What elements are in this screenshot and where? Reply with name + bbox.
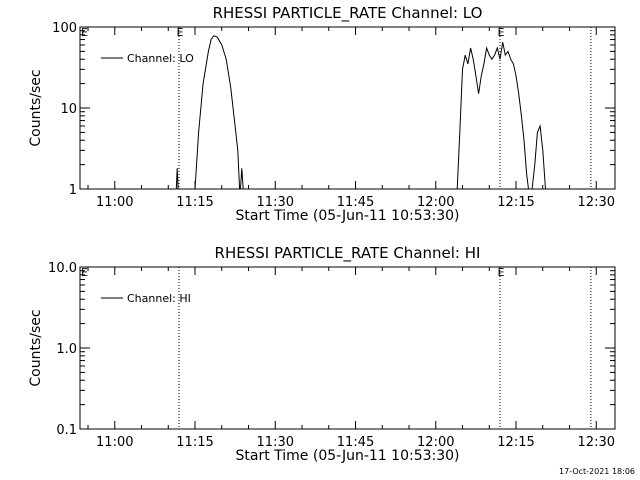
x-tick-label: 12:00 xyxy=(417,435,454,450)
x-tick-label: 11:15 xyxy=(176,195,213,210)
x-tick-label: 11:15 xyxy=(176,435,213,450)
y-tick-label: 10.0 xyxy=(48,261,77,276)
x-tick-label: 11:30 xyxy=(257,435,294,450)
series-line xyxy=(532,126,545,189)
x-tick-label: 12:30 xyxy=(578,435,615,450)
chart-title: RHESSI PARTICLE_RATE Channel: HI xyxy=(215,244,481,263)
panel-hi: RHESSI PARTICLE_RATE Channel: HI Counts/s… xyxy=(28,244,615,464)
x-tick-label: 11:45 xyxy=(337,435,374,450)
x-tick-label: 11:00 xyxy=(96,195,133,210)
series-line xyxy=(176,168,178,189)
event-marker-label: E xyxy=(81,266,88,279)
x-tick-label: 11:45 xyxy=(337,195,374,210)
x-tick-label: 12:00 xyxy=(417,195,454,210)
series-line xyxy=(241,168,244,189)
legend-label: Channel: LO xyxy=(127,52,194,65)
event-marker-label: E xyxy=(497,26,504,39)
x-axis-label: Start Time (05-Jun-11 10:53:30) xyxy=(236,448,460,464)
y-tick-label: 1 xyxy=(69,183,77,198)
x-tick-label: 11:00 xyxy=(96,435,133,450)
x-tick-label: 11:30 xyxy=(257,195,294,210)
x-tick-label: 12:15 xyxy=(497,195,534,210)
y-tick-label: 1.0 xyxy=(56,342,77,357)
x-axis-label: Start Time (05-Jun-11 10:53:30) xyxy=(236,208,460,224)
chart-title: RHESSI PARTICLE_RATE Channel: LO xyxy=(213,4,483,23)
x-tick-label: 12:15 xyxy=(497,435,534,450)
footer-date: 17-Oct-2021 18:06 xyxy=(559,467,635,476)
event-marker-label: E xyxy=(176,26,183,39)
y-tick-label: 0.1 xyxy=(56,423,77,438)
y-axis-label: Counts/sec xyxy=(28,309,44,386)
y-tick-label: 100 xyxy=(52,21,77,36)
event-marker-label: E xyxy=(81,26,88,39)
legend-label: Channel: HI xyxy=(127,292,191,305)
x-tick-label: 12:30 xyxy=(578,195,615,210)
series-line xyxy=(457,42,528,189)
y-tick-label: 10 xyxy=(60,102,77,117)
event-marker-label: E xyxy=(497,266,504,279)
panel-lo: RHESSI PARTICLE_RATE Channel: LO Counts/s… xyxy=(28,4,615,224)
series-line xyxy=(195,36,240,189)
y-axis-label: Counts/sec xyxy=(28,69,44,146)
